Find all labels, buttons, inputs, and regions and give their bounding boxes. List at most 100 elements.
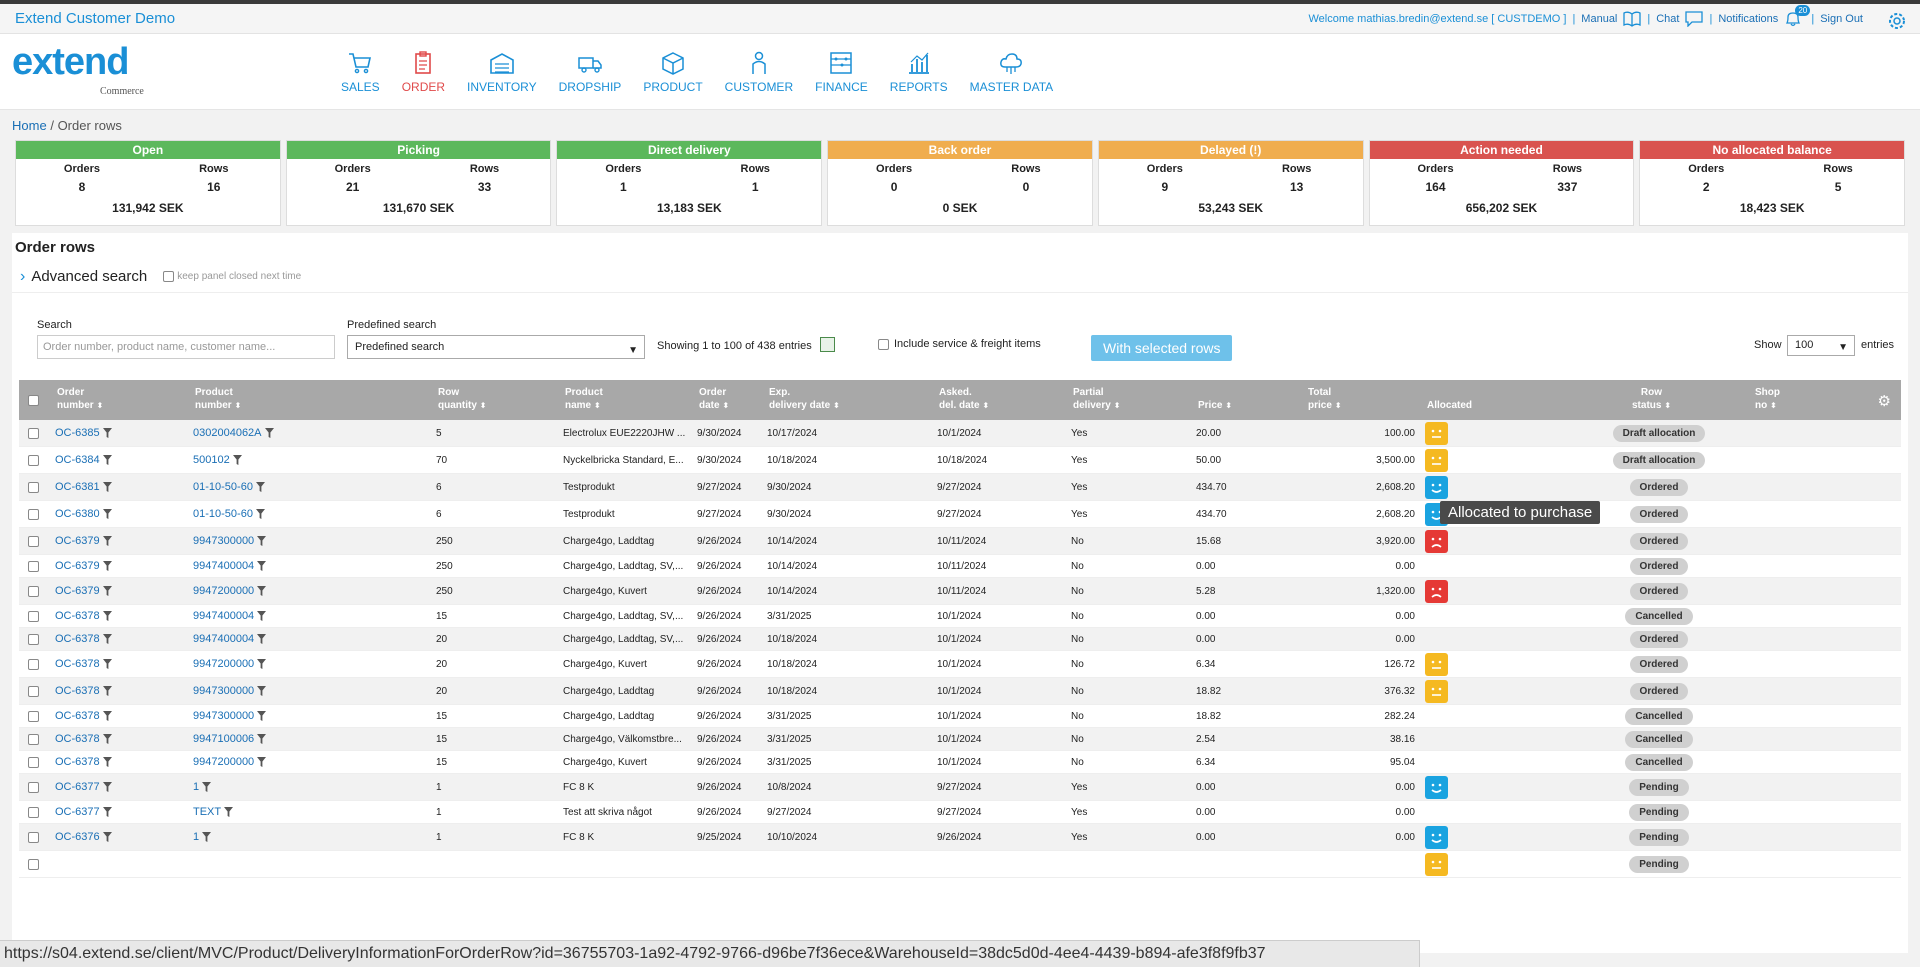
order-number-link[interactable]: OC-6376 <box>55 831 100 843</box>
table-row[interactable]: OC-6377 1 1 FC 8 K 9/26/2024 10/8/2024 9/27/20… <box>19 774 1901 801</box>
filter-icon[interactable] <box>257 711 267 721</box>
breadcrumb-home[interactable]: Home <box>12 118 47 133</box>
col-order-number[interactable]: Order number ⬍ <box>57 387 104 411</box>
table-row[interactable]: OC-6377 TEXT 1 Test att skriva något 9/26/20… <box>19 801 1901 824</box>
col-asked-del-date[interactable]: Asked. del. date ⬍ <box>939 387 990 411</box>
col-price[interactable]: Price ⬍ <box>1198 400 1232 411</box>
filter-icon[interactable] <box>102 561 112 571</box>
product-number-link[interactable]: 500102 <box>193 454 230 466</box>
product-number-link[interactable]: 9947400004 <box>193 610 255 622</box>
nav-finance[interactable]: FINANCE <box>804 50 879 94</box>
filter-icon[interactable] <box>102 734 112 744</box>
col-partial-delivery[interactable]: Partial delivery ⬍ <box>1073 387 1121 411</box>
filter-icon[interactable] <box>224 807 234 817</box>
filter-icon[interactable] <box>255 482 265 492</box>
row-checkbox[interactable] <box>28 756 39 768</box>
filter-icon[interactable] <box>264 428 274 438</box>
order-number-link[interactable]: OC-6379 <box>55 585 100 597</box>
order-number-link[interactable]: OC-6378 <box>55 710 100 722</box>
row-checkbox[interactable] <box>28 427 39 439</box>
neutral-face-icon[interactable] <box>1425 679 1448 703</box>
row-checkbox[interactable] <box>28 633 39 645</box>
product-number-link[interactable]: 9947300000 <box>193 685 255 697</box>
filter-icon[interactable] <box>102 455 112 465</box>
happy-face-icon[interactable] <box>1425 775 1448 799</box>
table-row[interactable]: OC-6379 9947300000 250 Charge4go, Laddtag 9/… <box>19 528 1901 555</box>
neutral-face-icon[interactable] <box>1425 421 1448 445</box>
filter-icon[interactable] <box>257 634 267 644</box>
product-number-link[interactable]: 0302004062A <box>193 427 262 439</box>
status-card[interactable]: Delayed (!) Orders 9 Rows 13 53,243 SEK <box>1097 140 1364 226</box>
product-number-link[interactable]: 01-10-50-60 <box>193 481 253 493</box>
row-checkbox[interactable] <box>28 535 39 547</box>
col-shop-no[interactable]: Shop no ⬍ <box>1755 387 1780 411</box>
filter-icon[interactable] <box>257 757 267 767</box>
filter-icon[interactable] <box>257 536 267 546</box>
nav-dropship[interactable]: DROPSHIP <box>548 50 633 94</box>
product-number-link[interactable]: 9947200000 <box>193 585 255 597</box>
order-number-link[interactable]: OC-6385 <box>55 427 100 439</box>
chat-icon[interactable] <box>1685 10 1704 28</box>
page-size-select[interactable]: 100 ▼ <box>1787 335 1855 356</box>
col-product-name[interactable]: Product name ⬍ <box>565 387 603 411</box>
gear-icon[interactable] <box>1887 11 1905 29</box>
filter-icon[interactable] <box>202 832 212 842</box>
filter-icon[interactable] <box>102 832 112 842</box>
predefined-search-select[interactable]: Predefined search ▼ <box>347 335 645 359</box>
neutral-face-icon[interactable] <box>1425 852 1448 876</box>
col-row-quantity[interactable]: Row quantity ⬍ <box>438 387 487 411</box>
table-row[interactable]: OC-6378 9947400004 15 Charge4go, Laddtag, S… <box>19 605 1901 628</box>
status-card[interactable]: Direct delivery Orders 1 Rows 1 13,183 SEK <box>556 140 823 226</box>
excel-export-icon[interactable] <box>820 337 835 352</box>
table-row[interactable]: OC-6378 9947200000 15 Charge4go, Kuvert 9/26… <box>19 751 1901 774</box>
order-number-link[interactable]: OC-6377 <box>55 781 100 793</box>
order-number-link[interactable]: OC-6378 <box>55 633 100 645</box>
product-number-link[interactable]: 9947200000 <box>193 658 255 670</box>
order-number-link[interactable]: OC-6378 <box>55 733 100 745</box>
row-checkbox[interactable] <box>28 733 39 745</box>
order-number-link[interactable]: OC-6378 <box>55 685 100 697</box>
bell-icon[interactable]: 20 <box>1784 4 1811 27</box>
filter-icon[interactable] <box>255 509 265 519</box>
row-checkbox[interactable] <box>28 710 39 722</box>
filter-icon[interactable] <box>102 686 112 696</box>
row-checkbox[interactable] <box>28 831 39 843</box>
search-input[interactable]: Order number, product name, customer nam… <box>37 335 335 359</box>
table-row[interactable]: OC-6384 500102 70 Nyckelbricka Standard, E.… <box>19 447 1901 474</box>
status-card[interactable]: Open Orders 8 Rows 16 131,942 SEK <box>15 140 281 226</box>
col-row-status[interactable]: Row status ⬍ <box>1632 387 1671 411</box>
row-checkbox[interactable] <box>28 610 39 622</box>
row-checkbox[interactable] <box>28 781 39 793</box>
order-number-link[interactable]: OC-6380 <box>55 508 100 520</box>
nav-order[interactable]: ORDER <box>391 50 456 94</box>
order-number-link[interactable]: OC-6379 <box>55 535 100 547</box>
chevron-right-icon[interactable]: › <box>20 267 26 285</box>
row-checkbox[interactable] <box>28 858 39 870</box>
neutral-face-icon[interactable] <box>1425 448 1448 472</box>
logo[interactable]: extend Commerce <box>12 40 144 97</box>
status-card[interactable]: Action needed Orders 164 Rows 337 656,202 SEK <box>1368 140 1635 226</box>
filter-icon[interactable] <box>202 782 212 792</box>
nav-sales[interactable]: SALES <box>330 50 391 94</box>
product-number-link[interactable]: 01-10-50-60 <box>193 508 253 520</box>
product-number-link[interactable]: 1 <box>193 831 200 843</box>
filter-icon[interactable] <box>257 561 267 571</box>
filter-icon[interactable] <box>232 455 242 465</box>
product-number-link[interactable]: 9947400004 <box>193 633 255 645</box>
table-row[interactable]: OC-6378 9947300000 20 Charge4go, Laddtag 9/2… <box>19 678 1901 705</box>
table-row[interactable]: OC-6378 9947300000 15 Charge4go, Laddtag 9/2… <box>19 705 1901 728</box>
filter-icon[interactable] <box>102 428 112 438</box>
sad-face-icon[interactable] <box>1425 579 1448 603</box>
book-icon[interactable] <box>1623 11 1642 27</box>
row-checkbox[interactable] <box>28 508 39 520</box>
filter-icon[interactable] <box>102 634 112 644</box>
manual-link[interactable]: Manual <box>1581 12 1618 25</box>
advanced-search-label[interactable]: Advanced search <box>31 268 148 285</box>
chat-link[interactable]: Chat <box>1656 12 1680 25</box>
advanced-search-toggle[interactable]: › Advanced search keep panel closed next… <box>12 261 1908 293</box>
nav-master-data[interactable]: MASTER DATA <box>959 50 1065 94</box>
col-exp-delivery-date[interactable]: Exp. delivery date ⬍ <box>769 387 840 411</box>
status-card[interactable]: Back order Orders 0 Rows 0 0 SEK <box>827 140 1093 226</box>
row-checkbox[interactable] <box>28 806 39 818</box>
filter-icon[interactable] <box>257 611 267 621</box>
